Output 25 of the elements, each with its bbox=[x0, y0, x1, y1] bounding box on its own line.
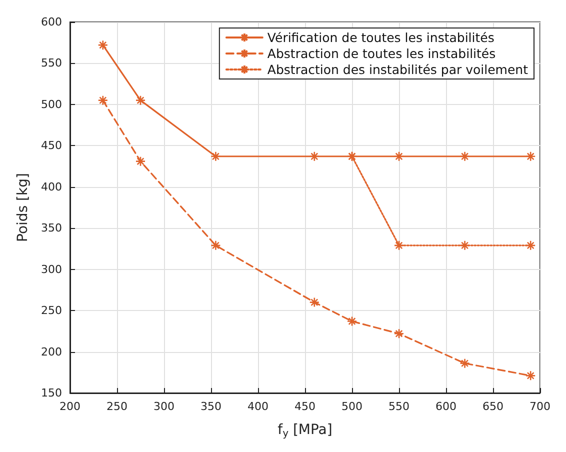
x-tick-label: 650 bbox=[482, 400, 504, 413]
y-tick-label: 200 bbox=[41, 345, 62, 358]
y-tick-label: 150 bbox=[41, 386, 62, 400]
y-tick-label: 300 bbox=[41, 262, 62, 276]
x-tick-label: 450 bbox=[294, 400, 316, 413]
x-tick-label: 500 bbox=[342, 400, 362, 413]
legend-label: Abstraction des instabilités par voilement bbox=[267, 62, 528, 77]
y-tick-label: 250 bbox=[41, 304, 62, 318]
x-tick-label: 550 bbox=[388, 400, 410, 413]
y-tick-label: 400 bbox=[41, 180, 62, 194]
y-tick-label: 450 bbox=[41, 139, 62, 152]
x-tick-label: 200 bbox=[60, 400, 80, 413]
x-tick-label: 600 bbox=[436, 400, 456, 413]
y-tick-label: 350 bbox=[41, 222, 62, 235]
x-tick-label: 400 bbox=[248, 400, 268, 413]
y-tick-label: 500 bbox=[41, 98, 62, 111]
y-axis-title: Poids [kg] bbox=[15, 173, 31, 242]
y-tick-label: 600 bbox=[41, 16, 62, 28]
legend-label: Abstraction de toutes les instabilités bbox=[267, 46, 496, 61]
x-tick-label: 250 bbox=[106, 400, 128, 413]
x-tick-label: 700 bbox=[530, 400, 550, 413]
x-tick-label: 350 bbox=[200, 400, 222, 413]
x-tick-label: 300 bbox=[154, 400, 174, 413]
y-tick-label: 550 bbox=[41, 56, 62, 70]
legend-label: Vérification de toutes les instabilités bbox=[267, 30, 494, 45]
